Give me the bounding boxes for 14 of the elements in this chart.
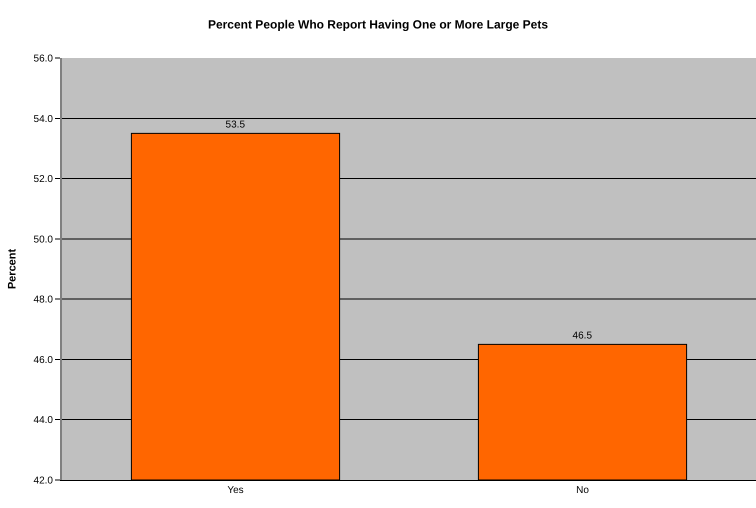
y-tick-label: 54.0 — [34, 114, 54, 125]
y-tick-label: 48.0 — [34, 294, 54, 306]
x-tick-label: No — [576, 485, 590, 496]
y-axis-title: Percent — [6, 248, 19, 290]
data-label: 53.5 — [226, 119, 246, 130]
y-tick-label: 56.0 — [34, 54, 54, 64]
y-tick-label: 50.0 — [34, 234, 54, 246]
y-tick-label: 52.0 — [34, 174, 54, 186]
data-label: 46.5 — [572, 330, 592, 342]
y-tick-label: 46.0 — [34, 354, 54, 366]
chart-title: Percent People Who Report Having One or More Large Pets — [208, 18, 548, 32]
x-tick-label: Yes — [227, 485, 244, 496]
y-tick-label: 44.0 — [34, 415, 54, 426]
y-tick-label: 42.0 — [34, 476, 54, 486]
